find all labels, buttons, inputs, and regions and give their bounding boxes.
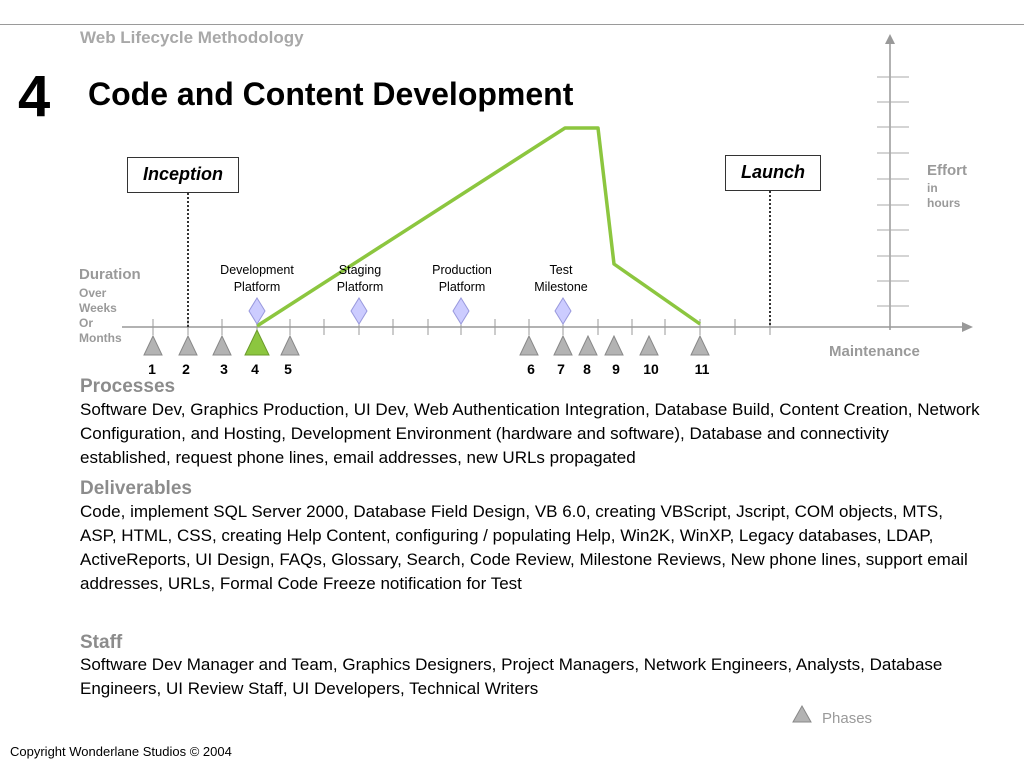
duration-sub-2: Weeks bbox=[79, 301, 117, 315]
phase-marker-icon bbox=[519, 334, 539, 356]
phase-number-10: 10 bbox=[643, 361, 659, 377]
phases-legend-label: Phases bbox=[822, 710, 873, 727]
deliverables-body: Code, implement SQL Server 2000, Databas… bbox=[80, 502, 968, 593]
maintenance-label: Maintenance bbox=[829, 343, 920, 360]
deliverables-heading: Deliverables bbox=[80, 478, 192, 499]
milestone-diamond-icon bbox=[248, 297, 266, 325]
milestone-development-platform: Development Platform bbox=[207, 262, 307, 296]
current-phase-marker-icon bbox=[244, 328, 270, 356]
phase-number-11: 11 bbox=[694, 361, 710, 377]
staff-body: Software Dev Manager and Team, Graphics … bbox=[80, 655, 943, 698]
effort-sub-2: hours bbox=[927, 196, 961, 210]
duration-axis-ticks bbox=[152, 319, 771, 335]
phase-marker-icon bbox=[578, 334, 598, 356]
milestone-diamond-icon bbox=[554, 297, 572, 325]
effort-axis-ticks bbox=[877, 76, 909, 307]
milestone-line-2: Milestone bbox=[534, 280, 588, 294]
milestone-line-1: Development bbox=[220, 263, 294, 277]
milestone-line-2: Platform bbox=[233, 280, 281, 294]
inception-box: Inception bbox=[127, 157, 239, 193]
top-divider bbox=[0, 24, 1024, 25]
phase-number-4: 4 bbox=[251, 361, 259, 377]
processes-body: Software Dev, Graphics Production, UI De… bbox=[80, 400, 980, 467]
duration-sub-3: Or bbox=[79, 316, 94, 330]
phase-marker-icon bbox=[143, 334, 163, 356]
phase-number-9: 9 bbox=[612, 361, 620, 377]
copyright: Copyright Wonderlane Studios © 2004 bbox=[10, 744, 232, 759]
milestone-test: Test Milestone bbox=[511, 262, 611, 296]
phase-number-1: 1 bbox=[148, 361, 156, 377]
phase-marker-icon bbox=[178, 334, 198, 356]
phase-number-5: 5 bbox=[284, 361, 292, 377]
effort-axis-arrow bbox=[885, 34, 895, 44]
header-label: Web Lifecycle Methodology bbox=[80, 28, 304, 47]
milestone-line-1: Staging bbox=[338, 263, 382, 277]
milestone-line-1: Production bbox=[432, 263, 492, 277]
duration-label: Duration bbox=[79, 266, 141, 283]
phase-number-8: 8 bbox=[583, 361, 591, 377]
phase-marker-icon bbox=[690, 334, 710, 356]
milestone-line-2: Platform bbox=[336, 280, 384, 294]
phase-legend-triangle-icon bbox=[792, 704, 812, 723]
phase-marker-icon bbox=[553, 334, 573, 356]
duration-sub-4: Months bbox=[79, 331, 122, 345]
page-title: Code and Content Development bbox=[88, 76, 574, 112]
milestone-line-2: Platform bbox=[438, 280, 486, 294]
duration-axis-arrow bbox=[962, 322, 973, 332]
phase-number-7: 7 bbox=[557, 361, 565, 377]
duration-sub-1: Over bbox=[79, 286, 107, 300]
effort-curve bbox=[256, 126, 702, 328]
milestone-diamonds bbox=[248, 297, 572, 325]
processes-heading: Processes bbox=[80, 376, 176, 397]
phase-number-6: 6 bbox=[527, 361, 535, 377]
phase-marker-icon bbox=[639, 334, 659, 356]
launch-box: Launch bbox=[725, 155, 821, 191]
staff-heading: Staff bbox=[80, 632, 123, 653]
milestone-diamond-icon bbox=[350, 297, 368, 325]
effort-sub-label: in hours bbox=[927, 181, 960, 211]
section-number: 4 bbox=[18, 64, 51, 129]
phase-marker-icon bbox=[604, 334, 624, 356]
milestone-diamond-icon bbox=[452, 297, 470, 325]
effort-label: Effort bbox=[927, 162, 967, 179]
phase-markers bbox=[143, 328, 710, 356]
phase-number-3: 3 bbox=[220, 361, 228, 377]
milestone-production-platform: Production Platform bbox=[412, 262, 512, 296]
phase-number-2: 2 bbox=[182, 361, 190, 377]
phase-marker-icon bbox=[212, 334, 232, 356]
milestone-staging-platform: Staging Platform bbox=[310, 262, 410, 296]
phase-marker-icon bbox=[280, 334, 300, 356]
effort-sub-1: in bbox=[927, 181, 938, 195]
milestone-line-1: Test bbox=[549, 263, 573, 277]
